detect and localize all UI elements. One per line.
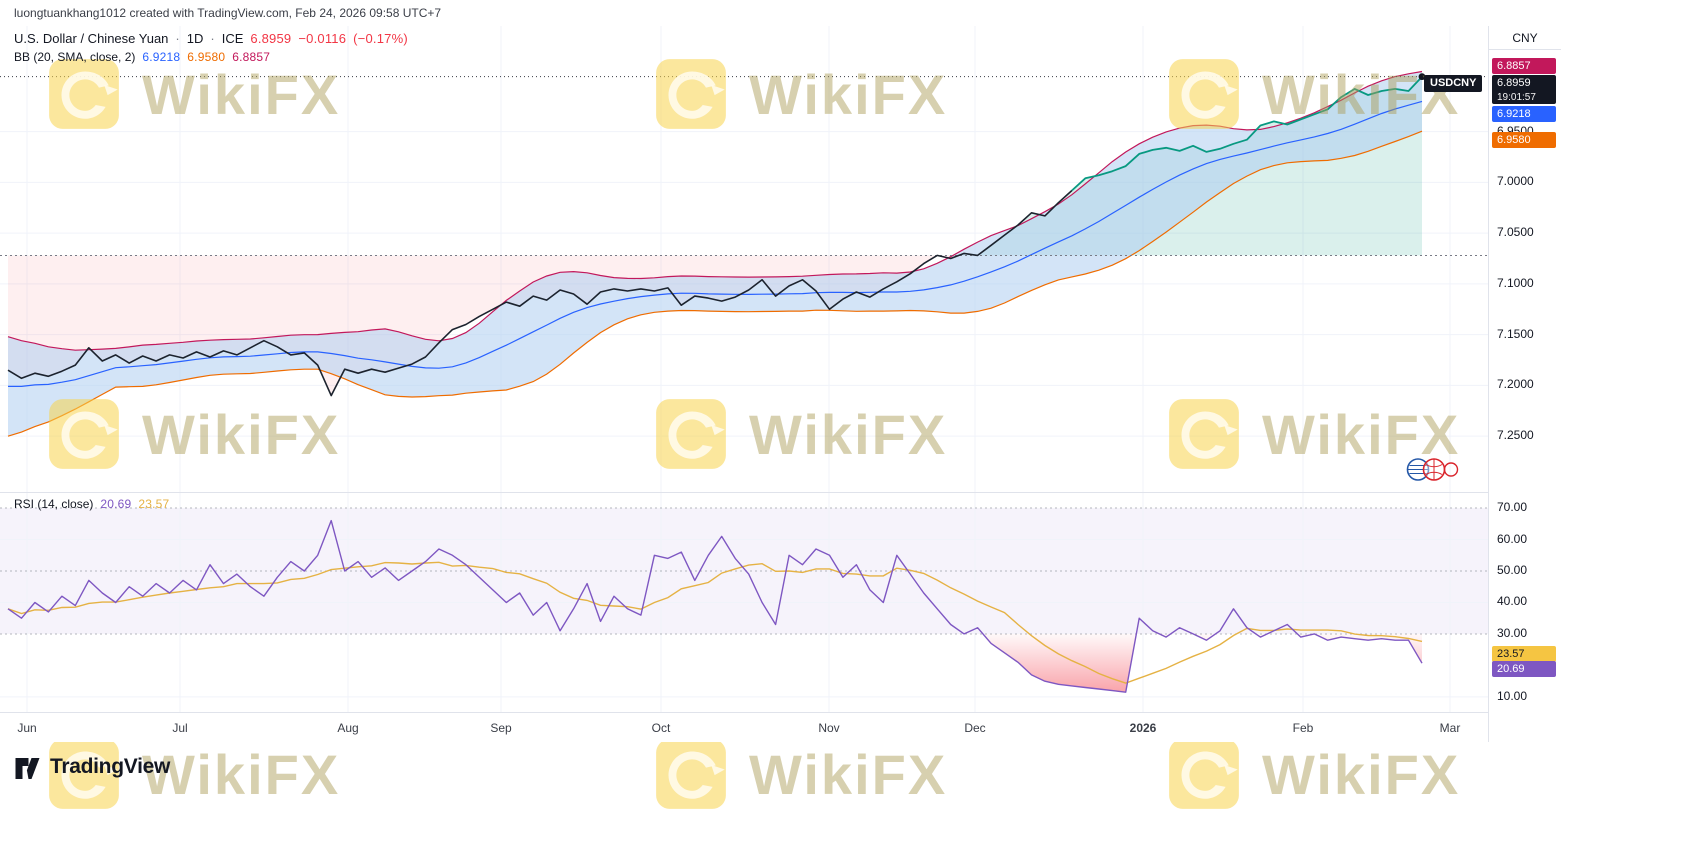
time-axis-label-2026: 2026 [1129,721,1157,735]
price-legend: U.S. Dollar / Chinese Yuan · 1D · ICE 6.… [14,31,408,68]
tradingview-logo-icon [15,758,40,779]
rsi-ma-line [7,561,1423,684]
separator-dot: · [210,31,215,46]
bb-upper-axis-badge: 6.9580 [1492,131,1556,148]
bb-basis-axis-badge: 6.9218 [1492,106,1556,123]
price-change: −0.0116 [298,31,347,46]
time-axis-label-aug: Aug [337,721,359,735]
rsi-chart-svg[interactable] [0,492,1488,712]
price-chart-svg[interactable] [0,26,1488,492]
bb-basis-value: 6.9218 [142,50,181,64]
rsi-value: 20.69 [100,497,132,511]
time-axis-label-sep: Sep [490,721,512,735]
tradingview-brand[interactable]: TradingView [14,754,170,780]
time-axis-label-jun: Jun [17,721,37,735]
time-axis-label-oct: Oct [651,721,671,735]
rsi-axis-tick: 70.00 [1497,500,1528,515]
last-price-value: 6.8959 [250,31,292,46]
price-axis-tick: 7.0500 [1497,225,1534,240]
symbol-exchange: ICE [221,31,244,46]
bb-upper-value: 6.9580 [187,50,226,64]
last-price-dot [1418,73,1426,81]
rsi-gridlines [0,492,1488,712]
axis-currency-label: CNY [1489,26,1561,50]
time-axis-label-mar: Mar [1439,721,1461,735]
price-change-percent: (−0.17%) [353,31,408,46]
wikifx-globe-cards-icon [1406,458,1459,481]
time-axis-label-dec: Dec [964,721,986,735]
bb-legend-row[interactable]: BB (20, SMA, close, 2) 6.9218 6.9580 6.8… [14,50,408,64]
rsi-ma-axis-badge: 23.57 [1492,646,1556,663]
rsi-ma-value: 23.57 [138,497,170,511]
price-scale-axis[interactable]: CNY 6.9500 7.0000 7.0500 7.1000 7.1500 7.2000… [1488,26,1693,742]
time-axis-label-feb: Feb [1292,721,1314,735]
bb-band-fill [8,71,1422,437]
bb-basis-line [8,100,1423,387]
price-axis-tick: 7.0000 [1497,174,1534,189]
rsi-oversold-fill [982,633,1422,693]
rsi-indicator-label: RSI (14, close) [14,497,94,511]
rsi-band-background [0,508,1488,634]
price-line [7,189,1073,397]
rsi-legend: RSI (14, close) 20.69 23.57 [14,497,169,515]
rsi-legend-row[interactable]: RSI (14, close) 20.69 23.57 [14,497,169,511]
rsi-axis-tick: 30.00 [1497,625,1528,640]
rsi-axis-tick: 50.00 [1497,562,1528,577]
countdown-timer: 19:01:57 [1497,92,1536,104]
rsi-axis-badge: 20.69 [1492,661,1556,678]
price-axis-tick: 7.1500 [1497,326,1534,341]
symbol-title: U.S. Dollar / Chinese Yuan [14,31,169,46]
time-axis-label-nov: Nov [818,721,840,735]
symbol-legend-row[interactable]: U.S. Dollar / Chinese Yuan · 1D · ICE 6.… [14,31,408,46]
rsi-axis-tick: 60.00 [1497,531,1528,546]
symbol-interval: 1D [186,31,204,46]
last-price-symbol-tag: USDCNY [1424,75,1483,92]
rsi-line [7,519,1423,693]
price-axis-tick: 7.2000 [1497,377,1534,392]
bb-lower-value: 6.8857 [232,50,271,64]
bb-indicator-label: BB (20, SMA, close, 2) [14,50,136,64]
bb-upper-band-line [7,130,1423,437]
rsi-axis-tick: 40.00 [1497,594,1528,609]
bb-lower-axis-badge: 6.8857 [1492,58,1556,75]
footer-strip [0,742,1693,861]
pane-separator[interactable] [0,492,1693,493]
time-axis-label-jul: Jul [172,721,188,735]
price-line-recent [1071,76,1423,192]
separator-dot: · [175,31,180,46]
time-axis[interactable]: Jun Jul Aug Sep Oct Nov Dec 2026 Feb Mar [0,712,1693,742]
snapshot-info: luongtuankhang1012 created with TradingV… [14,6,442,20]
tradingview-wordmark: TradingView [50,755,171,778]
last-price-axis-badge: 6.8959 19:01:57 [1492,75,1556,105]
price-axis-tick: 7.1000 [1497,275,1534,290]
rsi-axis-tick: 10.00 [1497,688,1528,703]
price-axis-tick: 7.2500 [1497,428,1534,443]
